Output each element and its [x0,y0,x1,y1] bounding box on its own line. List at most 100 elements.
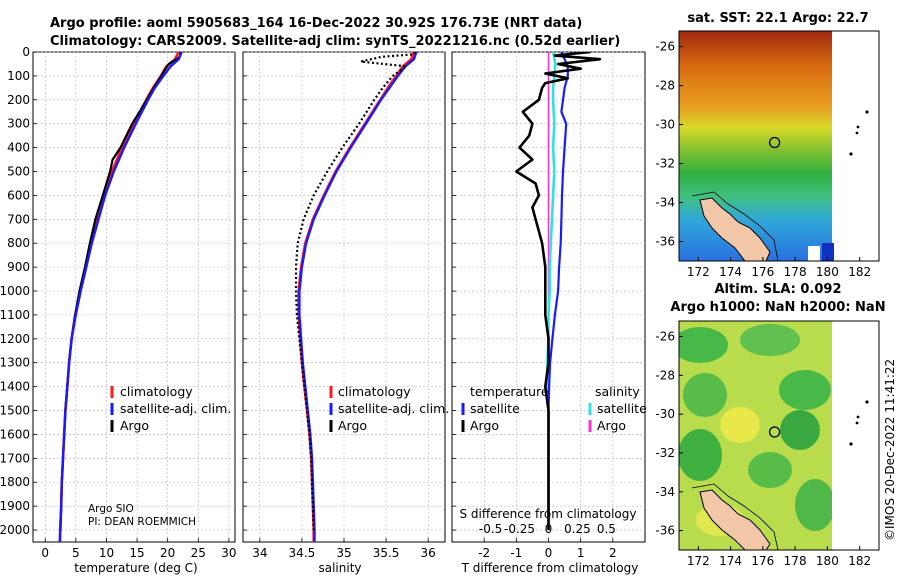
island-dot [849,152,853,156]
altim-map [679,321,879,550]
map-x-tick-label: 182 [848,265,871,279]
legend-label-climatology: climatology [120,384,193,399]
depth-tick-label: 1900 [0,499,30,513]
map-y-tick-label: -30 [655,407,675,421]
difference-series [514,52,602,530]
map-y-tick-label: -34 [655,485,675,499]
temperature-x-axis: 0 5 10 15 20 25 30 [41,538,237,560]
x-tick-label: 0 [545,546,553,560]
sst-map [679,31,879,261]
x-tick-label: 30 [221,546,236,560]
island-dot [855,131,859,135]
legend-header-salinity: salinity [595,384,640,399]
float-info-line1: Argo SIO [88,503,134,515]
difference-x-axis: -2 -1 0 1 2-0.5 -0.25 0 0.25 0.5 [478,522,616,560]
salinity-series [294,52,418,542]
series-line-satellite-adj-clim- [298,52,418,542]
map-x-tick-label: 172 [687,265,710,279]
depth-tick-label: 200 [7,93,30,107]
map-y-tick-label: -28 [655,79,675,93]
x-tick-label: 35 [336,546,351,560]
sla-feature [679,327,728,363]
depth-tick-label: 100 [7,69,30,83]
map-x-tick-label: 176 [751,554,774,568]
bathymetry-contour [691,483,779,550]
difference-top-label: S difference from climatology [460,507,637,521]
depth-tick-label: 1300 [0,356,30,370]
map-y-tick-label: -28 [655,368,675,382]
sst-map-frame [678,30,880,262]
sla-feature [679,429,722,481]
bathymetry-contour [691,191,779,261]
map-y-tick-label: -36 [655,235,675,249]
map-x-tick-label: 182 [848,554,871,568]
map-x-tick-label: 180 [816,554,839,568]
salinity-legend: climatology satellite-adj. clim. Argo [329,384,449,433]
x-tick-label: -2 [478,546,490,560]
salinity-xlabel: salinity [318,561,361,575]
x-tick-label: 20 [160,546,175,560]
depth-tick-label: 1800 [0,475,30,489]
series-line-temperature-satellite [547,52,569,530]
difference-legend: temperature salinity satellite Argo sate… [461,384,647,433]
map-y-tick-label: -26 [655,330,675,344]
depth-tick-label: 600 [7,188,30,202]
figure-title-line1: Argo profile: aoml 5905683_164 16-Dec-20… [50,16,582,31]
sla-feature [683,373,727,417]
series-line-argo [294,52,417,531]
depth-tick-label: 1100 [0,308,30,322]
map-x-tick-label: 178 [784,554,807,568]
x-tick-label: 34.5 [289,546,316,560]
island-dot [856,415,860,419]
depth-tick-label: 700 [7,212,30,226]
sst-no-data-area [832,31,879,261]
x-tick-label: -1 [510,546,522,560]
altim-map-axes: 172 174 176 178 180 182 -26 -28 -30 -32 -34 -36 [655,330,871,568]
sla-feature [780,410,820,450]
sla-feature [795,479,835,531]
depth-tick-label: 1000 [0,284,30,298]
depth-tick-label: 1700 [0,451,30,465]
depth-tick-label: 1600 [0,427,30,441]
new-zealand-land [699,197,771,261]
x-tick-label: 25 [191,546,206,560]
map-y-tick-label: -30 [655,118,675,132]
s-diff-tick-label: -0.5 [479,522,502,536]
float-position-marker [768,426,781,438]
legend-label-satellite: satellite-adj. clim. [120,401,231,416]
salinity-x-axis: 34 34.5 35 35.5 36 [252,538,436,560]
island-dot [865,400,869,404]
legend-label-sal-satellite: satellite [597,401,647,416]
sst-blue-cell [822,243,834,261]
x-tick-label: 35.5 [373,546,400,560]
legend-header-temperature: temperature [470,384,549,399]
x-tick-label: 2 [609,546,617,560]
temperature-gridlines [33,51,235,542]
sla-feature [748,452,792,488]
map-x-tick-label: 174 [719,554,742,568]
map-x-tick-label: 178 [784,265,807,279]
figure-title-line2: Climatology: CARS2009. Satellite-adj cli… [50,34,620,49]
legend-label-climatology: climatology [338,384,411,399]
temperature-legend: climatology satellite-adj. clim. Argo [110,384,231,433]
depth-tick-label: 1200 [0,332,30,346]
island-dot [865,110,869,114]
altim-no-data-area [832,321,879,550]
depth-tick-label: 2000 [0,523,30,537]
map-y-tick-label: -36 [655,524,675,538]
map-x-tick-label: 180 [816,265,839,279]
legend-label-argo: Argo [338,418,367,433]
x-tick-label: 1 [577,546,585,560]
float-info-line2: PI: DEAN ROEMMICH [88,516,196,528]
depth-axis: 0 100 200 300 400 500 600 700 800 900 1000 1100 1200… [0,45,456,537]
float-position-marker [768,136,781,149]
x-tick-label: 0 [41,546,49,560]
salinity-gridlines [243,51,445,542]
sst-white-cell [808,246,820,261]
map-x-tick-label: 176 [751,265,774,279]
altim-map-frame [678,320,880,551]
temperature-series [58,52,183,542]
map-y-tick-label: -32 [655,157,675,171]
map-y-tick-label: -32 [655,446,675,460]
